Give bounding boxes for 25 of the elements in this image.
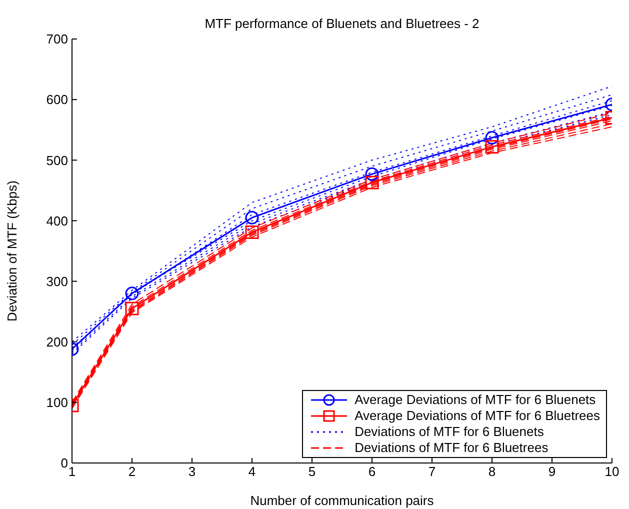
- y-tick-label: 400: [46, 213, 68, 228]
- legend-label: Deviations of MTF for 6 Bluenets: [354, 424, 544, 440]
- y-tick-label: 600: [46, 92, 68, 108]
- y-tick-label: 500: [46, 152, 68, 168]
- y-tick-label: 700: [46, 32, 68, 47]
- chart-title: MTF performance of Bluenets and Bluetrees - 2: [204, 16, 480, 31]
- x-tick-label: 10: [604, 464, 620, 480]
- x-tick-label: 1: [68, 464, 76, 480]
- y-tick-label: 0: [60, 456, 68, 471]
- x-tick-label: 3: [188, 464, 196, 480]
- legend-label: Deviations of MTF for 6 Bluetrees: [354, 440, 548, 456]
- y-axis-title: Deviation of MTF (Kbps): [4, 180, 20, 322]
- legend-label: Average Deviations of MTF for 6 Bluenets: [354, 392, 596, 408]
- x-tick-label: 6: [368, 464, 376, 480]
- x-tick-label: 4: [248, 464, 256, 480]
- x-tick-label: 7: [428, 464, 436, 480]
- y-tick-label: 300: [46, 274, 68, 289]
- x-tick-label: 9: [548, 464, 556, 480]
- x-tick-label: 8: [488, 464, 496, 480]
- y-tick-label: 200: [46, 334, 68, 350]
- y-tick-label: 100: [46, 395, 68, 410]
- legend-label: Average Deviations of MTF for 6 Bluetrees: [354, 408, 600, 424]
- x-tick-label: 2: [128, 464, 136, 480]
- x-axis-title: Number of communication pairs: [250, 493, 434, 508]
- x-tick-label: 5: [308, 464, 316, 480]
